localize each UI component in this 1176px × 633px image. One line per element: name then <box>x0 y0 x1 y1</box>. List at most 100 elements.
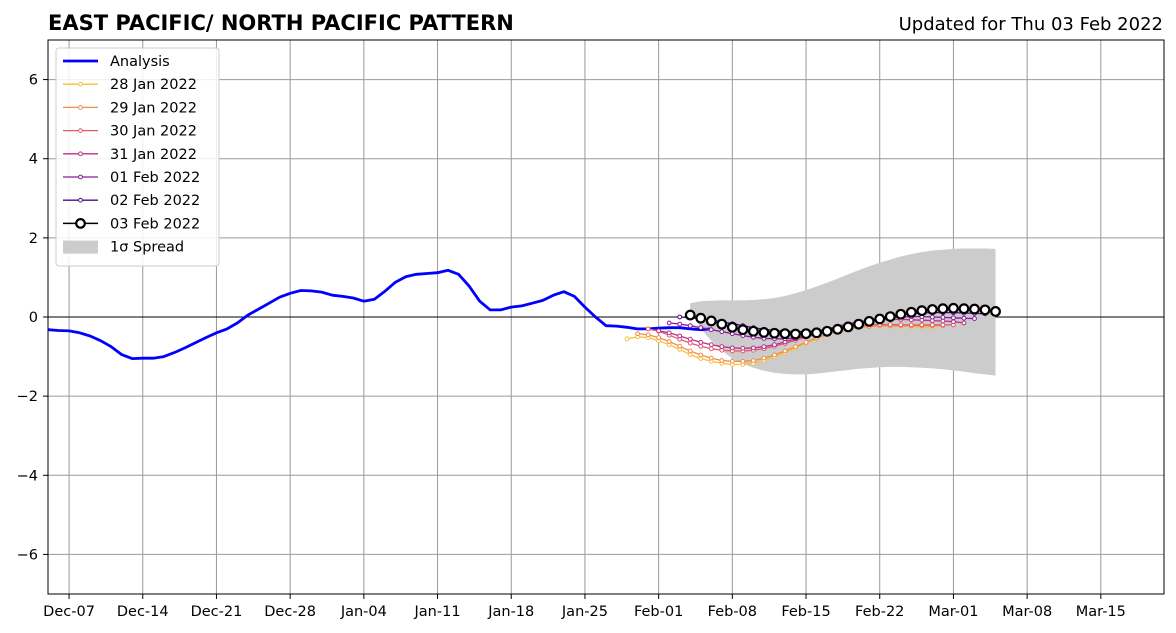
y-tick-label: −4 <box>17 468 38 484</box>
x-tick-label: Dec-07 <box>43 604 95 620</box>
y-tick-label: 0 <box>29 310 38 326</box>
forecast-point <box>708 342 714 348</box>
legend-label: 31 Jan 2022 <box>110 147 197 163</box>
forecast-point <box>793 344 798 350</box>
x-tick-label: Jan-25 <box>561 604 608 620</box>
current-forecast-point <box>863 315 875 327</box>
current-forecast-point <box>769 327 780 339</box>
forecast-point <box>729 345 735 351</box>
legend-entry: 29 Jan 2022 <box>63 100 197 116</box>
forecast-point <box>698 352 704 358</box>
x-tick-label: Dec-14 <box>117 604 169 620</box>
forecast-point <box>772 352 777 358</box>
y-tick-label: −2 <box>17 389 38 405</box>
current-forecast-point <box>684 309 696 321</box>
legend-label: 28 Jan 2022 <box>110 77 197 93</box>
current-forecast-point <box>958 303 970 315</box>
forecast-point <box>719 344 725 350</box>
legend-entry: 28 Jan 2022 <box>63 77 197 93</box>
forecast-point <box>698 325 704 331</box>
forecast-point <box>951 319 956 325</box>
x-tick-label: Feb-15 <box>781 604 830 620</box>
x-tick-label: Mar-08 <box>1002 604 1052 620</box>
forecast-point <box>677 343 683 349</box>
forecast-point <box>961 320 967 326</box>
axis-ticks: Dec-07 Dec-14 Dec-21 Dec-28 Jan-04 Jan-11 Jan-… <box>17 73 1126 620</box>
legend-marker <box>78 105 83 110</box>
current-forecast-point <box>790 328 801 340</box>
forecast-point <box>624 336 630 342</box>
current-forecast-point <box>926 304 938 315</box>
forecast-point <box>708 355 714 361</box>
forecast-point <box>961 315 967 321</box>
y-tick-label: 2 <box>29 231 38 247</box>
legend-marker <box>78 128 83 134</box>
forecast-point <box>729 358 735 364</box>
forecast-point <box>908 322 914 328</box>
forecast-point <box>972 316 977 321</box>
current-forecast-point <box>811 327 822 339</box>
updated-date: Updated for Thu 03 Feb 2022 <box>899 14 1163 35</box>
forecast-point <box>772 342 777 348</box>
legend-label: 01 Feb 2022 <box>110 170 200 186</box>
x-tick-label: Dec-28 <box>264 604 316 620</box>
current-forecast-point <box>990 306 1001 317</box>
forecast-point <box>887 322 893 327</box>
legend-entry: 02 Feb 2022 <box>63 193 200 209</box>
forecast-point <box>645 326 651 332</box>
current-forecast-point <box>737 324 749 336</box>
forecast-point <box>635 331 640 337</box>
legend-entry: 03 Feb 2022 <box>63 216 200 232</box>
y-tick-label: −6 <box>17 547 38 563</box>
forecast-point <box>750 358 756 363</box>
current-forecast-point <box>969 303 980 315</box>
legend-label: Analysis <box>110 54 170 70</box>
forecast-point <box>666 320 672 326</box>
forecast-point <box>708 346 714 352</box>
forecast-point <box>677 314 683 320</box>
current-forecast-point <box>832 323 844 335</box>
forecast-point <box>898 322 904 328</box>
forecast-point <box>750 345 756 351</box>
forecast-point <box>929 314 935 320</box>
legend-marker <box>78 151 83 157</box>
forecast-point <box>666 339 672 344</box>
legend-entry: 1σ Spread <box>63 240 184 256</box>
current-forecast-point <box>779 328 791 340</box>
legend-entry: 01 Feb 2022 <box>63 170 200 186</box>
x-tick-label: Jan-04 <box>340 604 387 620</box>
legend-entry: 30 Jan 2022 <box>63 124 197 140</box>
series-layer <box>48 268 1001 367</box>
y-tick-label: 6 <box>29 73 38 89</box>
forecast-point <box>929 322 935 328</box>
forecast-point <box>687 323 693 329</box>
legend-swatch <box>63 240 98 254</box>
forecast-point <box>645 332 651 338</box>
forecast-point <box>951 315 956 321</box>
current-forecast-point <box>726 321 738 333</box>
x-tick-label: Dec-21 <box>191 604 243 620</box>
forecast-point <box>940 314 946 320</box>
current-forecast-point <box>695 312 707 324</box>
current-forecast-point <box>916 305 928 317</box>
current-forecast-point <box>705 315 717 327</box>
series-03-feb-2022 <box>684 302 1001 340</box>
current-forecast-point <box>884 311 896 323</box>
current-forecast-point <box>853 318 865 330</box>
current-forecast-point <box>895 308 907 320</box>
forecast-point <box>761 344 767 350</box>
forecast-point <box>677 321 683 327</box>
chart-title: EAST PACIFIC/ NORTH PACIFIC PATTERN <box>48 11 514 35</box>
y-tick-label: 4 <box>29 152 38 168</box>
forecast-point <box>940 322 946 328</box>
forecast-point <box>740 345 746 351</box>
legend-entry: 31 Jan 2022 <box>63 147 197 163</box>
forecast-point <box>687 348 693 354</box>
current-forecast-point <box>979 304 991 316</box>
legend-marker <box>75 217 86 229</box>
legend-marker <box>78 81 83 87</box>
legend-label: 1σ Spread <box>110 240 184 256</box>
x-tick-label: Jan-18 <box>487 604 534 620</box>
spread-band <box>690 248 996 376</box>
